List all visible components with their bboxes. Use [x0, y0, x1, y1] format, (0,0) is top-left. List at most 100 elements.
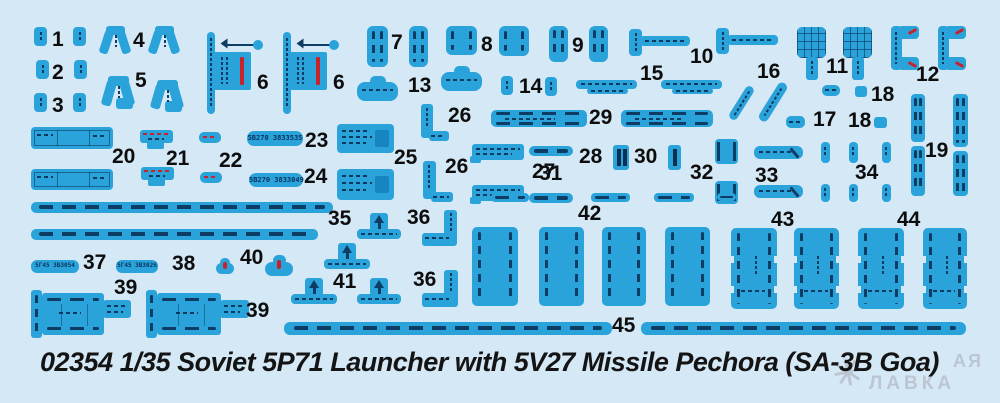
part-label-28: 28 — [579, 145, 603, 168]
part-label-12: 12 — [916, 63, 940, 86]
decal-part5-a — [100, 76, 138, 110]
decal-part16-a — [727, 84, 756, 122]
decal-part29-a — [491, 110, 587, 127]
decal-part19-a2 — [911, 146, 925, 196]
decal-part10-b — [716, 28, 778, 55]
decal-part22-a — [199, 132, 221, 143]
decal-plate-8 — [922, 228, 968, 309]
decal-part15-a — [576, 80, 637, 95]
decal-part26-b — [423, 161, 453, 202]
part-label-15: 15 — [640, 62, 664, 85]
decal-part20-b — [31, 169, 113, 190]
decal-part8-a — [446, 26, 477, 55]
part-label-39b: 39 — [246, 299, 270, 322]
part-label-35: 35 — [328, 207, 352, 230]
part-label-45: 45 — [612, 314, 636, 337]
part-label-22: 22 — [219, 149, 243, 172]
decal-part41-d — [357, 277, 401, 305]
part-label-32: 32 — [690, 161, 714, 184]
decal-part41-a — [357, 212, 401, 240]
decal-part17-b — [786, 116, 805, 128]
decal-plate-7 — [857, 228, 905, 309]
decal-part6-a — [207, 32, 263, 114]
decal-part7-a — [367, 26, 388, 67]
decal-part20-a — [31, 127, 113, 149]
decal-part40-a — [216, 258, 234, 276]
part-label-6a: 6 — [257, 71, 269, 94]
decal-part5-b — [149, 80, 187, 112]
decal-part42-p2 — [591, 193, 630, 202]
decal-part34-1 — [821, 142, 830, 163]
decal-part19-b2 — [953, 151, 968, 196]
decal-part14-b — [545, 77, 557, 96]
decal-part13-b — [441, 66, 482, 91]
decal-part29-b — [621, 110, 713, 127]
decal-part17-a — [822, 85, 840, 96]
decal-part2-b — [74, 60, 87, 79]
decal-part15-b — [661, 80, 722, 95]
decal-part11-a — [797, 27, 826, 80]
part-label-26a: 26 — [448, 104, 472, 127]
decal-part42-p3 — [654, 193, 694, 202]
decal-part1-a — [34, 27, 47, 46]
decal-part13-a — [357, 76, 398, 101]
decal-part34-2 — [849, 142, 858, 163]
decal-part32-a — [715, 139, 738, 164]
decal-part45-a — [284, 322, 612, 335]
decal-plate-6 — [793, 228, 840, 309]
part-label-42: 42 — [578, 202, 602, 225]
decal-part9-a — [549, 26, 568, 62]
decal-plate-2 — [539, 227, 584, 306]
decal-part12-a — [891, 26, 921, 70]
decal-part33-a — [754, 146, 803, 159]
decal-part19-a1 — [911, 94, 925, 142]
decal-part30 — [668, 145, 681, 170]
decal-plate-1 — [472, 227, 518, 306]
watermark-line2: ЛАВКА — [869, 373, 956, 394]
decal-part45-b — [641, 322, 966, 335]
part-label-44: 44 — [897, 208, 921, 231]
decal-plate-4 — [665, 227, 710, 306]
decal-part34-6 — [882, 184, 891, 202]
decal-part31-b — [529, 193, 573, 203]
decal-part36-b — [422, 270, 458, 308]
part-label-26b: 26 — [445, 155, 469, 178]
decal-part26-a — [421, 104, 449, 141]
decal-plate-3 — [602, 227, 646, 306]
decal-part37: 5Г45 3В3054 — [31, 260, 79, 273]
decal-part42-p1 — [491, 193, 529, 202]
decal-part33-b — [754, 185, 803, 198]
part-label-30: 30 — [634, 145, 658, 168]
decal-part7-b — [409, 26, 428, 67]
part-label-20: 20 — [112, 145, 136, 168]
decal-part34-5 — [849, 184, 858, 202]
part-label-29: 29 — [589, 106, 613, 129]
decal-part35-b — [31, 229, 318, 240]
part-label-2: 2 — [52, 61, 64, 84]
decal-part23: 5В270 3833535 — [247, 131, 303, 146]
part-label-21: 21 — [166, 147, 190, 170]
decal-part4-a — [98, 26, 132, 58]
part-label-36a: 36 — [407, 206, 431, 229]
part-label-4: 4 — [133, 29, 145, 52]
part-label-3: 3 — [52, 94, 64, 117]
part-label-11: 11 — [826, 55, 849, 78]
decal-part11-b — [843, 27, 872, 80]
part-label-39a: 39 — [114, 276, 138, 299]
decal-part24: 5В270 3833049 — [249, 173, 304, 187]
decal-part1-b — [73, 27, 86, 46]
decal-part6-b — [283, 32, 339, 114]
watermark-line1: АЯ — [953, 351, 983, 371]
decal-part16-b — [757, 80, 789, 124]
decal-part28 — [613, 145, 629, 170]
decal-part3-a — [34, 93, 47, 112]
decal-part39-a — [31, 290, 131, 338]
decal-part42-p4 — [717, 193, 736, 201]
part-label-13: 13 — [408, 74, 432, 97]
part-label-10: 10 — [690, 45, 714, 68]
decal-part36-a — [422, 210, 458, 248]
decal-part3-b — [73, 93, 86, 112]
part-label-36b: 36 — [413, 268, 437, 291]
part-label-6b: 6 — [333, 71, 345, 94]
